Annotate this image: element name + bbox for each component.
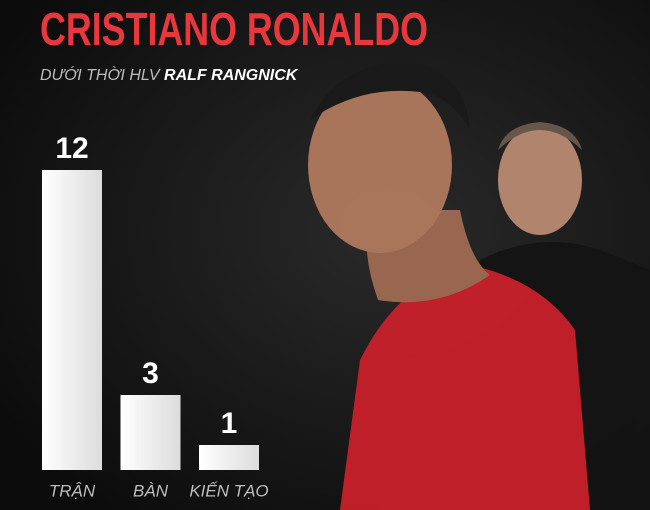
- subtitle-highlight: RALF RANGNICK: [164, 67, 299, 84]
- player-head: [308, 77, 452, 253]
- value-label: 1: [221, 407, 238, 440]
- value-label: 12: [55, 132, 88, 165]
- x-tick-label: TRẬN: [49, 481, 96, 500]
- photo: [308, 61, 650, 510]
- x-tick-label: KIẾN TẠO: [189, 481, 268, 500]
- player-hair: [310, 61, 470, 130]
- coach-head: [498, 125, 582, 235]
- bar: [199, 445, 259, 470]
- subtitle-text: DƯỚI THỜI HLV: [40, 65, 161, 84]
- coach-hair: [498, 122, 582, 150]
- value-label: 3: [142, 357, 159, 390]
- x-tick-label: BÀN: [133, 481, 169, 500]
- chart-subtitle: DƯỚI THỜI HLV RALF RANGNICK: [40, 65, 299, 84]
- bar: [120, 395, 181, 470]
- bar: [42, 170, 102, 470]
- player-shirt: [340, 265, 590, 510]
- chart-title: CRISTIANO RONALDO: [40, 3, 428, 55]
